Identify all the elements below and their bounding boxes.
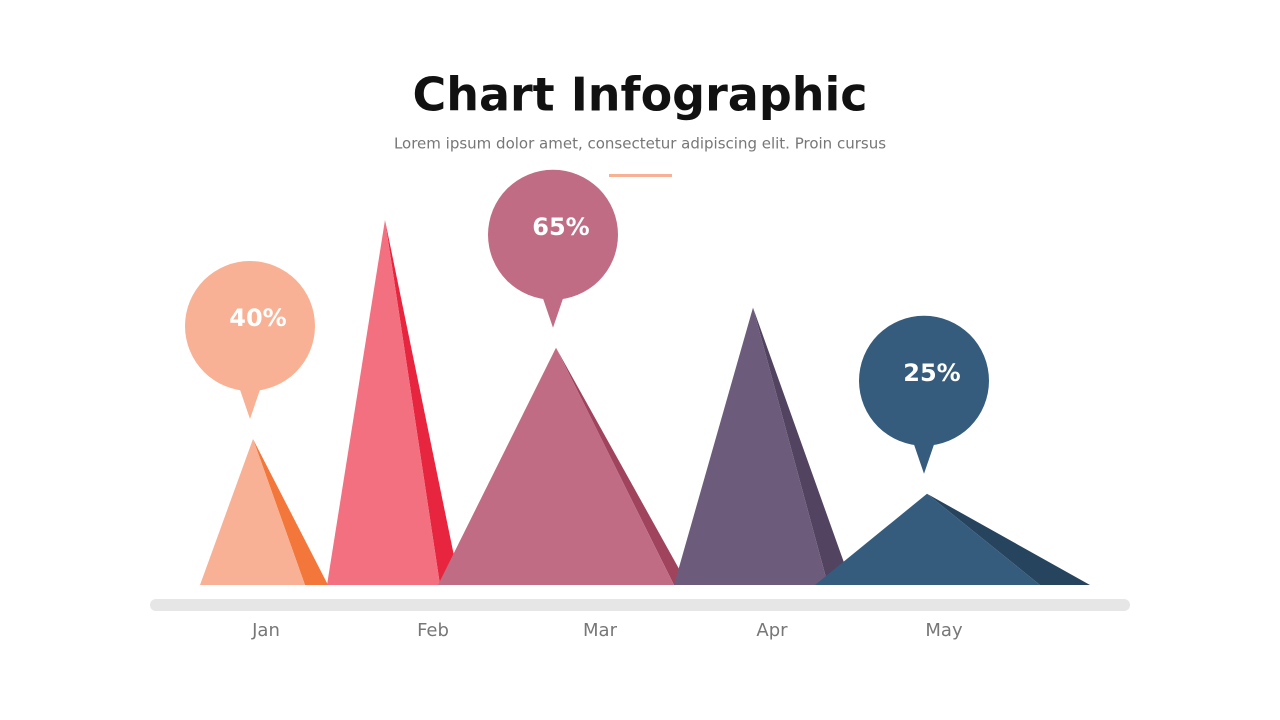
pyramid bbox=[815, 493, 1040, 585]
data-label: 25% bbox=[903, 359, 960, 387]
marks bbox=[185, 169, 1090, 585]
bubble bbox=[185, 261, 315, 391]
bubble-pointer bbox=[237, 381, 263, 419]
chart-subtitle: Lorem ipsum dolor amet, consectetur adip… bbox=[394, 135, 886, 153]
data-label: 65% bbox=[532, 213, 589, 241]
x-tick-label: Apr bbox=[756, 620, 788, 641]
bubble-pointer bbox=[540, 289, 566, 328]
baseline-bar bbox=[150, 599, 1130, 611]
pyramid bbox=[674, 307, 828, 585]
pyramid-shade bbox=[385, 220, 460, 585]
bubble-pointer bbox=[911, 435, 937, 474]
pyramid bbox=[438, 347, 674, 585]
pyramid-shade bbox=[753, 307, 852, 585]
x-tick-label: Mar bbox=[583, 620, 618, 641]
pyramid bbox=[327, 220, 440, 585]
x-tick-label: Jan bbox=[251, 620, 280, 641]
chart-title: Chart Infographic bbox=[412, 68, 867, 122]
bubble bbox=[488, 169, 618, 300]
pyramid bbox=[200, 439, 305, 585]
pyramid-shade bbox=[927, 493, 1090, 585]
x-tick-label: Feb bbox=[417, 620, 449, 641]
divider bbox=[609, 174, 672, 177]
x-tick-label: May bbox=[925, 620, 963, 641]
data-label: 40% bbox=[229, 304, 286, 332]
pyramid-shade bbox=[253, 439, 328, 585]
bubble bbox=[859, 315, 989, 446]
pyramid-shade bbox=[556, 347, 688, 585]
